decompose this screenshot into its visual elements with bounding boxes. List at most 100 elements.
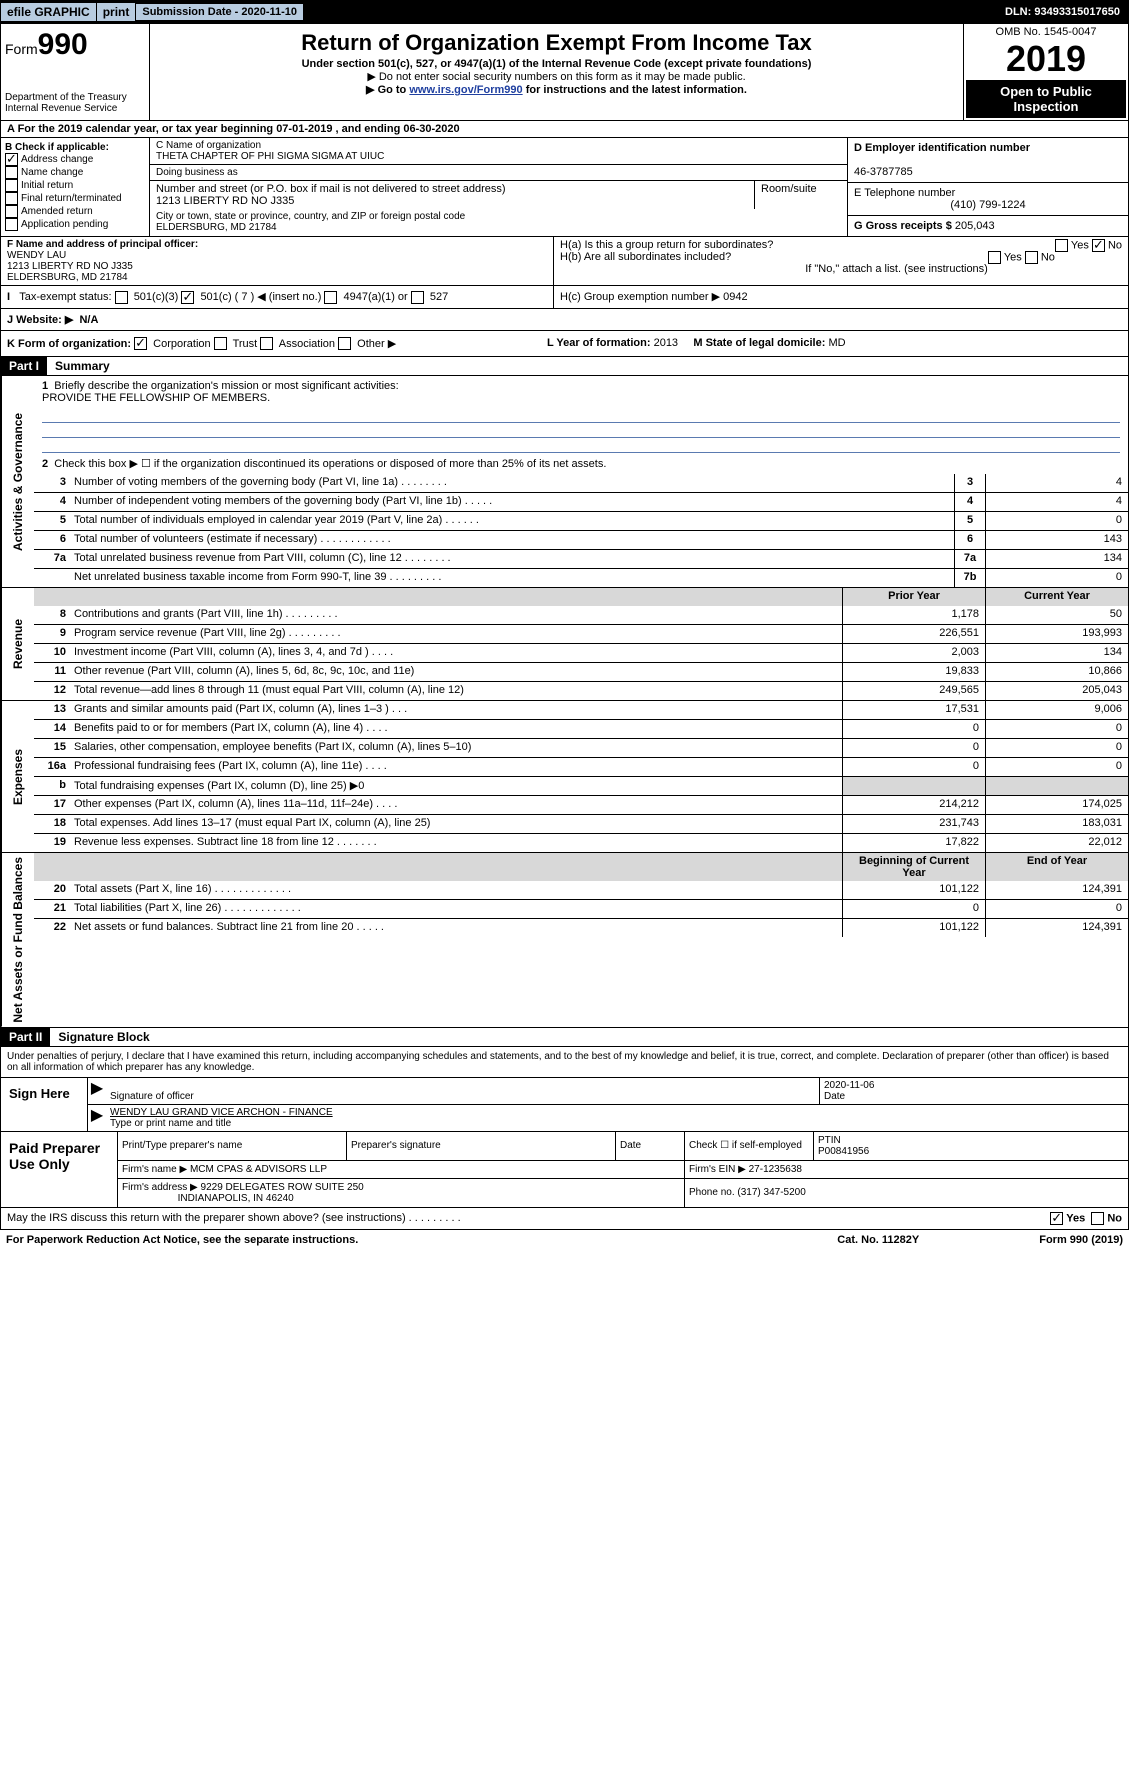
firm-address: 9229 DELEGATES ROW SUITE 250 [201, 1182, 364, 1193]
i-row: I Tax-exempt status: 501(c)(3) 501(c) ( … [0, 286, 1129, 309]
cb-hb-no[interactable] [1025, 251, 1038, 264]
entity-box: B Check if applicable: Address change Na… [0, 138, 1129, 237]
cb-discuss-yes[interactable] [1050, 1212, 1063, 1225]
print-link[interactable]: print [97, 3, 136, 21]
cb-501c[interactable] [181, 291, 194, 304]
sign-here-row: Sign Here ▶Signature of officer2020-11-0… [0, 1078, 1129, 1132]
kl-row: K Form of organization: Corporation Trus… [0, 331, 1129, 358]
revenue-row: 9Program service revenue (Part VIII, lin… [34, 624, 1128, 643]
sign-date: 2020-11-06 [824, 1080, 874, 1091]
cb-name-change[interactable] [5, 166, 18, 179]
org-name: THETA CHAPTER OF PHI SIGMA SIGMA AT UIUC [156, 151, 384, 162]
officer-name: WENDY LAU [7, 250, 66, 261]
cb-ha-yes[interactable] [1055, 239, 1068, 252]
expense-row: 15Salaries, other compensation, employee… [34, 738, 1128, 757]
signer-name: WENDY LAU GRAND VICE ARCHON - FINANCE [110, 1107, 333, 1118]
cb-501c3[interactable] [115, 291, 128, 304]
perjury-statement: Under penalties of perjury, I declare th… [0, 1047, 1129, 1078]
state-domicile: MD [828, 337, 845, 349]
side-label-revenue: Revenue [1, 588, 34, 700]
cb-initial-return[interactable] [5, 179, 18, 192]
cb-other[interactable] [338, 337, 351, 350]
gov-row: 5Total number of individuals employed in… [34, 511, 1128, 530]
cb-address-change[interactable] [5, 153, 18, 166]
revenue-row: 12Total revenue—add lines 8 through 11 (… [34, 681, 1128, 700]
submission-date: Submission Date - 2020-11-10 [136, 4, 303, 20]
part2-header: Part IISignature Block [0, 1028, 1129, 1047]
dba-cell: Doing business as [150, 165, 847, 181]
revenue-row: 11Other revenue (Part VIII, column (A), … [34, 662, 1128, 681]
side-label-balances: Net Assets or Fund Balances [1, 853, 34, 1027]
expenses-section: Expenses 13Grants and similar amounts pa… [0, 701, 1129, 853]
gov-row: Net unrelated business taxable income fr… [34, 568, 1128, 587]
website-value: N/A [79, 314, 98, 326]
ein-value: 46-3787785 [854, 166, 913, 178]
col-b: B Check if applicable: Address change Na… [1, 138, 150, 236]
gov-value: 4 [985, 493, 1128, 511]
balance-row: 20Total assets (Part X, line 16) . . . .… [34, 881, 1128, 899]
open-inspection: Open to Public Inspection [966, 80, 1126, 118]
cb-4947[interactable] [324, 291, 337, 304]
col-c: C Name of organizationTHETA CHAPTER OF P… [150, 138, 847, 236]
gov-row: 3Number of voting members of the governi… [34, 474, 1128, 492]
cb-ha-no[interactable] [1092, 239, 1105, 252]
expense-row: bTotal fundraising expenses (Part IX, co… [34, 776, 1128, 795]
gov-value: 143 [985, 531, 1128, 549]
expense-row: 19Revenue less expenses. Subtract line 1… [34, 833, 1128, 852]
gov-row: 4Number of independent voting members of… [34, 492, 1128, 511]
cb-trust[interactable] [214, 337, 227, 350]
cb-hb-yes[interactable] [988, 251, 1001, 264]
expense-row: 13Grants and similar amounts paid (Part … [34, 701, 1128, 719]
efile-link[interactable]: efile GRAPHIC [1, 3, 96, 21]
cb-final-return[interactable] [5, 192, 18, 205]
mission-text: PROVIDE THE FELLOWSHIP OF MEMBERS. [42, 392, 270, 404]
expense-row: 18Total expenses. Add lines 13–17 (must … [34, 814, 1128, 833]
net-assets-section: Net Assets or Fund Balances Beginning of… [0, 853, 1129, 1028]
form-word: Form [5, 41, 38, 57]
room-suite-label: Room/suite [755, 181, 847, 209]
cb-discuss-no[interactable] [1091, 1212, 1104, 1225]
gov-value: 134 [985, 550, 1128, 568]
street-address: 1213 LIBERTY RD NO J335 [156, 195, 294, 207]
cb-assoc[interactable] [260, 337, 273, 350]
balance-row: 21Total liabilities (Part X, line 26) . … [34, 899, 1128, 918]
revenue-row: 8Contributions and grants (Part VIII, li… [34, 606, 1128, 624]
gross-receipts: 205,043 [955, 220, 995, 232]
gov-value: 0 [985, 512, 1128, 530]
dept-label: Department of the Treasury Internal Reve… [5, 92, 145, 114]
form-instr2: ▶ Go to www.irs.gov/Form990 for instruct… [154, 83, 959, 96]
telephone: (410) 799-1224 [854, 199, 1122, 211]
cb-527[interactable] [411, 291, 424, 304]
discuss-row: May the IRS discuss this return with the… [0, 1208, 1129, 1230]
footer-row: For Paperwork Reduction Act Notice, see … [0, 1230, 1129, 1250]
activities-governance-section: Activities & Governance 1 Briefly descri… [0, 376, 1129, 588]
form-subtitle: Under section 501(c), 527, or 4947(a)(1)… [154, 58, 959, 70]
hc-group-exemption: H(c) Group exemption number ▶ 0942 [554, 286, 1128, 308]
revenue-row: 10Investment income (Part VIII, column (… [34, 643, 1128, 662]
revenue-section: Revenue Prior YearCurrent Year 8Contribu… [0, 588, 1129, 701]
j-row: J Website: ▶ N/A [0, 309, 1129, 331]
cb-amended[interactable] [5, 205, 18, 218]
period-row: A For the 2019 calendar year, or tax yea… [0, 121, 1129, 138]
form-title: Return of Organization Exempt From Incom… [154, 30, 959, 56]
tax-year: 2019 [966, 38, 1126, 80]
firm-name: MCM CPAS & ADVISORS LLP [190, 1164, 327, 1175]
cb-app-pending[interactable] [5, 218, 18, 231]
expense-row: 17Other expenses (Part IX, column (A), l… [34, 795, 1128, 814]
gov-value: 4 [985, 474, 1128, 492]
side-label-expenses: Expenses [1, 701, 34, 852]
gov-row: 7aTotal unrelated business revenue from … [34, 549, 1128, 568]
firm-ein: 27-1235638 [749, 1164, 802, 1175]
form-instr1: ▶ Do not enter social security numbers o… [154, 70, 959, 83]
paid-preparer-box: Paid Preparer Use Only Print/Type prepar… [0, 1132, 1129, 1208]
form-header: Form990 Department of the Treasury Inter… [0, 24, 1129, 121]
side-label-governance: Activities & Governance [1, 376, 34, 587]
col-d: D Employer identification number46-37877… [847, 138, 1128, 236]
ptin-value: P00841956 [818, 1146, 869, 1157]
f-h-row: F Name and address of principal officer:… [0, 237, 1129, 286]
expense-row: 14Benefits paid to or for members (Part … [34, 719, 1128, 738]
cb-corp[interactable] [134, 337, 147, 350]
top-bar: efile GRAPHIC print Submission Date - 20… [0, 0, 1129, 24]
form-footer: Form 990 (2019) [1039, 1234, 1123, 1246]
omb-label: OMB No. 1545-0047 [966, 26, 1126, 38]
